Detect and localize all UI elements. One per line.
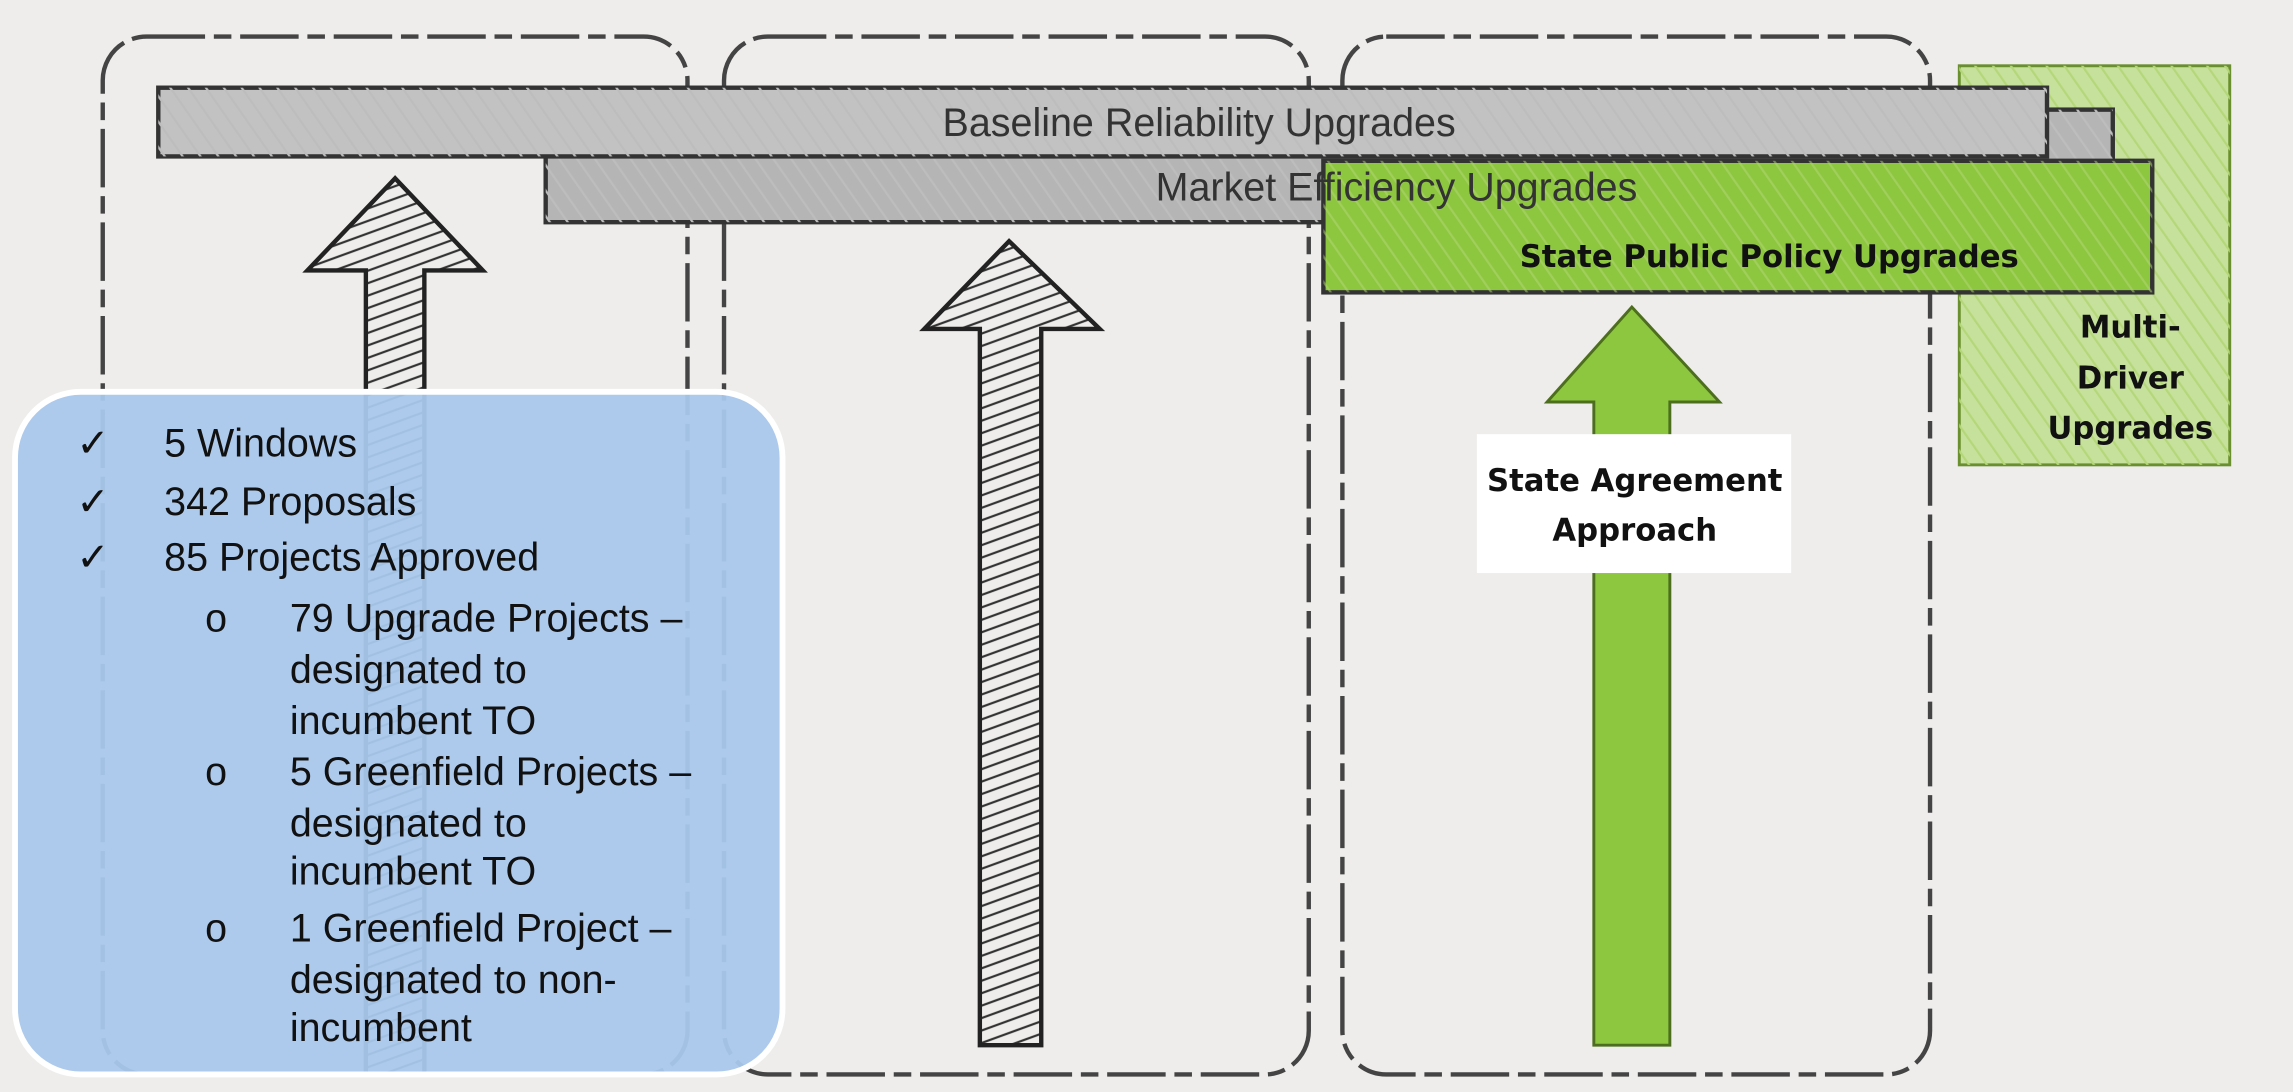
arrow-label-box (1477, 434, 1791, 573)
sub-item-line: 1 Greenfield Project – (290, 907, 672, 951)
multi-driver-label: Upgrades (2047, 411, 2213, 446)
check-marker: ✓ (76, 480, 109, 524)
sub-item-line: 79 Upgrade Projects – (290, 597, 683, 641)
sub-item-line: designated to (290, 801, 527, 845)
bar-label: Market Efficiency Upgrades (1156, 165, 1638, 209)
summary-item: 5 Windows (164, 421, 357, 465)
arrow-label: State Agreement (1487, 464, 1782, 499)
summary-item: 342 Proposals (164, 480, 416, 524)
multi-driver-label: Multi- (2080, 310, 2181, 345)
sub-item-line: designated to (290, 648, 527, 692)
summary-item: 85 Projects Approved (164, 535, 539, 579)
sub-marker: o (205, 597, 227, 641)
sub-item-line: incumbent TO (290, 699, 536, 743)
bar-label: State Public Policy Upgrades (1520, 240, 2019, 275)
sub-marker: o (205, 750, 227, 794)
arrow-label: Approach (1552, 514, 1717, 549)
sub-marker: o (205, 907, 227, 951)
check-marker: ✓ (76, 535, 109, 579)
sub-item-line: incumbent TO (290, 850, 536, 894)
slide: Baseline Reliability Upgrades Market Effi… (0, 0, 2293, 1092)
sub-item-line: designated to non- (290, 958, 617, 1002)
multi-driver-label: Driver (2077, 362, 2185, 397)
sub-item-line: incumbent (290, 1006, 472, 1050)
bar-label: Baseline Reliability Upgrades (943, 101, 1456, 145)
check-marker: ✓ (76, 421, 109, 465)
sub-item-line: 5 Greenfield Projects – (290, 750, 691, 794)
